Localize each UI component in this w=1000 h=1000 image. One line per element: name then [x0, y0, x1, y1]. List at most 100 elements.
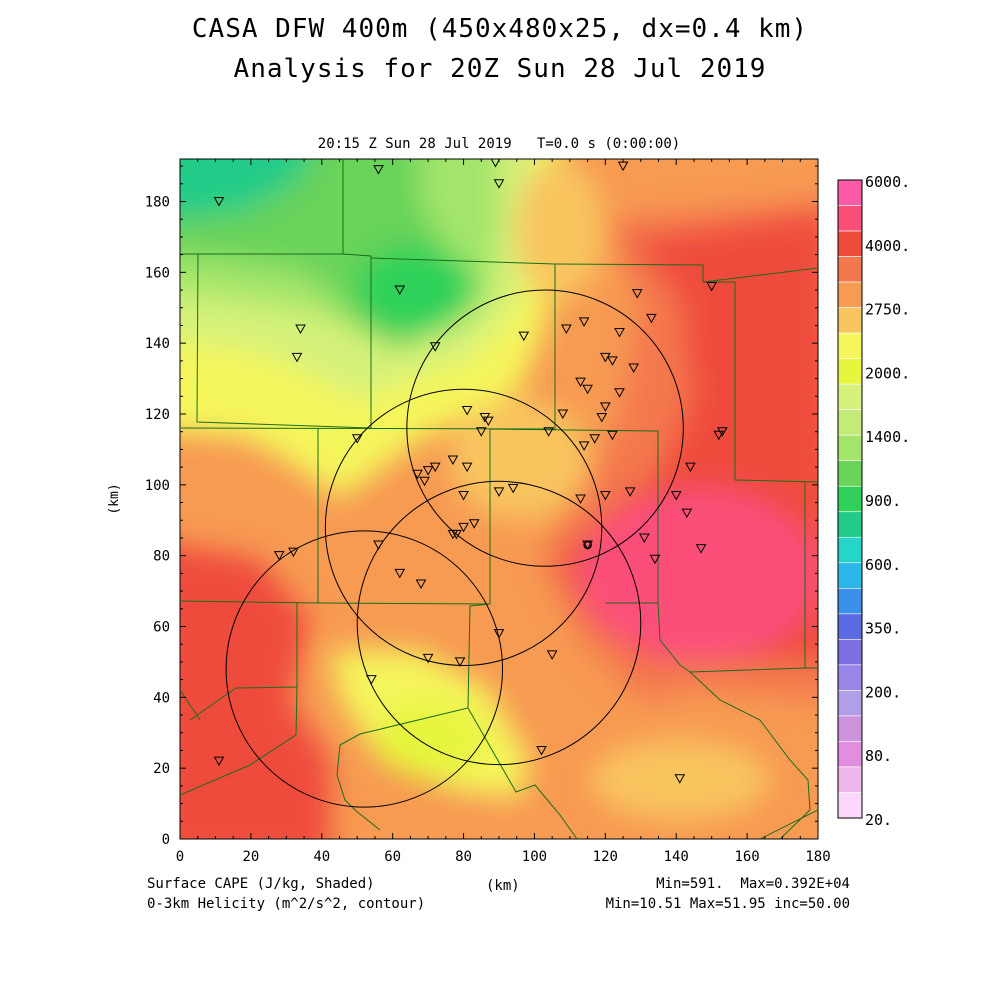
x-tick-label: 20	[242, 849, 259, 865]
station-marker	[461, 462, 473, 473]
station-marker	[674, 774, 686, 784]
colorbar-swatch	[837, 613, 863, 640]
colorbar-swatch	[837, 281, 863, 308]
station-marker	[713, 430, 725, 441]
x-tick-label: 160	[734, 849, 759, 865]
y-tick-label: 160	[145, 265, 170, 281]
y-tick-label: 140	[145, 336, 170, 352]
station-markers	[213, 159, 728, 784]
station-marker	[614, 388, 625, 398]
station-marker	[614, 328, 625, 338]
station-marker	[607, 430, 618, 441]
station-marker	[596, 413, 608, 423]
colorbar-swatch	[837, 562, 863, 589]
station-marker	[560, 324, 572, 335]
station-marker	[461, 405, 473, 416]
colorbar-swatch	[837, 332, 863, 359]
station-marker	[624, 487, 636, 497]
station-marker	[518, 331, 530, 342]
station-marker	[475, 427, 487, 437]
x-axis-label: (km)	[486, 878, 520, 894]
colorbar-label: 80.	[865, 747, 892, 765]
station-marker	[557, 409, 569, 420]
station-marker	[213, 756, 225, 767]
x-tick-label: 120	[593, 849, 618, 865]
y-axis-label: (km)	[107, 483, 122, 514]
station-marker	[628, 363, 640, 373]
x-tick-label: 180	[805, 849, 830, 865]
colorbar-label: 1400.	[865, 428, 910, 446]
station-marker	[681, 508, 693, 519]
colorbar-swatch	[837, 536, 863, 564]
colorbar-label: 20.	[865, 811, 892, 829]
helicity-contour-4	[225, 530, 504, 808]
x-tick-label: 100	[522, 849, 547, 865]
helicity-minmax: Min=10.51 Max=51.95 inc=50.00	[605, 896, 850, 912]
station-marker	[582, 384, 593, 395]
station-marker	[649, 554, 661, 565]
main-title: CASA DFW 400m (450x480x25, dx=0.4 km)	[191, 14, 809, 44]
radar-site-marker	[583, 540, 592, 550]
cape-minmax: Min=591. Max=0.392E+04	[656, 876, 850, 892]
colorbar-swatch	[837, 307, 863, 334]
helicity-legend-text: 0-3km Helicity (m^2/s^2, contour)	[147, 896, 426, 912]
colorbar-label: 2750.	[865, 301, 910, 319]
helicity-contour-1	[406, 289, 684, 567]
colorbar-swatch	[837, 460, 863, 487]
y-tick-label: 60	[153, 620, 170, 636]
station-marker	[638, 533, 650, 543]
colorbar-swatch	[837, 485, 863, 513]
station-marker	[419, 476, 430, 487]
colorbar-swatch	[837, 179, 863, 206]
x-tick-label: 40	[313, 849, 330, 865]
colorbar-label: 2000.	[865, 364, 910, 382]
station-marker	[617, 161, 629, 172]
station-marker	[422, 653, 434, 664]
station-marker	[695, 544, 707, 554]
station-marker	[507, 483, 519, 494]
colorbar-swatch	[837, 741, 863, 768]
colorbar-swatch	[837, 766, 863, 793]
x-tick-label: 140	[664, 849, 689, 865]
colorbar-swatch	[837, 511, 863, 538]
station-marker	[394, 285, 406, 296]
station-marker	[394, 568, 406, 579]
colorbar-label: 200.	[865, 683, 901, 701]
y-tick-label: 100	[145, 478, 170, 494]
colorbar-swatch	[837, 792, 863, 819]
station-marker	[493, 487, 505, 497]
station-marker	[578, 317, 590, 327]
colorbar-swatch	[837, 205, 863, 232]
colorbar-swatch	[837, 383, 863, 410]
station-marker	[451, 529, 462, 540]
colorbar-swatch	[837, 256, 863, 283]
station-marker	[373, 165, 384, 175]
colorbar-swatch	[837, 639, 863, 666]
station-marker	[213, 197, 225, 207]
station-marker	[490, 159, 501, 168]
colorbar-frame	[837, 179, 863, 819]
station-marker	[607, 356, 618, 366]
colorbar-swatch	[837, 664, 863, 691]
station-marker	[288, 547, 299, 558]
cape-colorbar: 6000. 4000. 2750. 2000. 1400. 900. 600. 350. 200…	[837, 173, 910, 829]
station-marker	[458, 522, 469, 533]
station-marker	[366, 675, 377, 685]
station-marker	[454, 657, 466, 667]
colorbar-swatch	[837, 588, 863, 615]
station-marker	[468, 519, 480, 529]
colorbar-label: 350.	[865, 620, 901, 638]
station-marker	[483, 416, 494, 427]
station-marker	[351, 434, 363, 444]
colorbar-label: 900.	[865, 492, 901, 510]
station-marker	[295, 324, 306, 335]
y-tick-label: 180	[145, 195, 170, 211]
colorbar-swatch	[837, 690, 863, 717]
station-marker	[575, 494, 586, 505]
helicity-contour-3	[356, 480, 642, 766]
station-marker	[685, 462, 696, 473]
station-marker	[546, 650, 558, 660]
station-marker	[575, 377, 586, 388]
station-marker	[670, 490, 682, 501]
